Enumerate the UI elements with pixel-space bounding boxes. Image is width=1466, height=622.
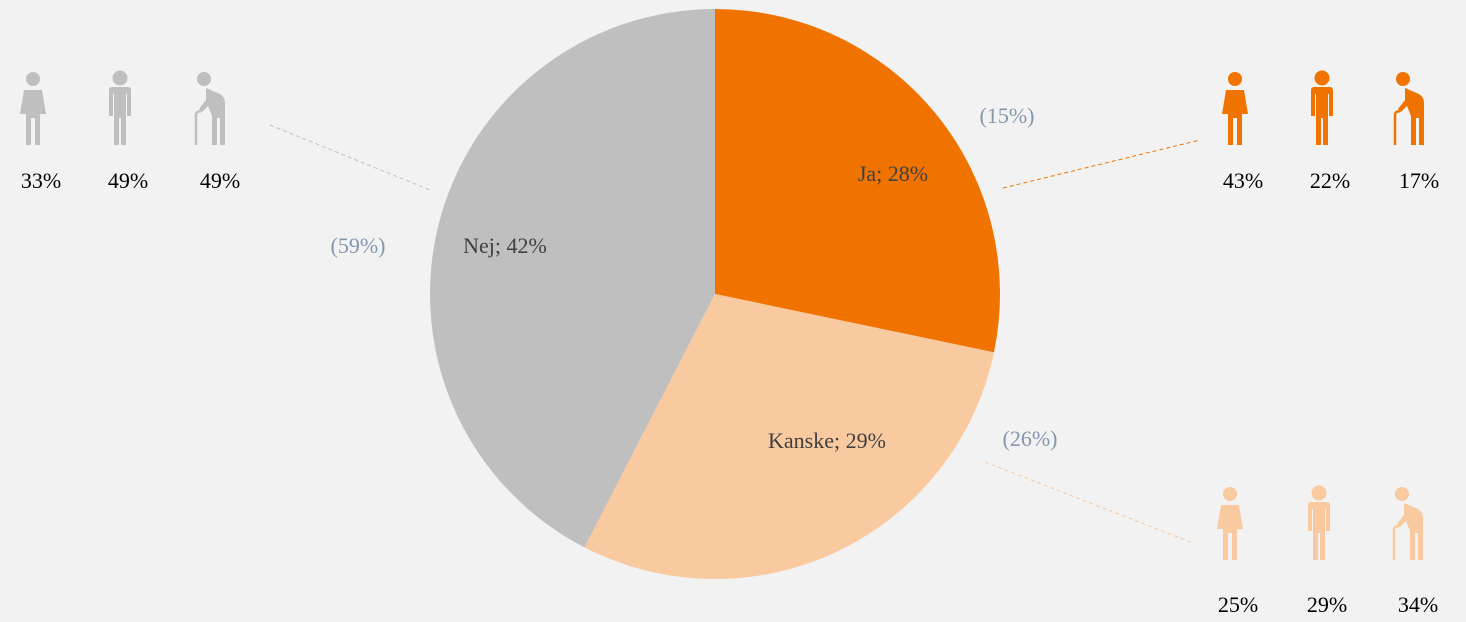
person-icon — [1393, 70, 1426, 145]
comparison-label: (59%) — [331, 233, 386, 258]
breakdown-label: 34% — [1398, 592, 1438, 617]
comparison-label: (15%) — [980, 103, 1035, 128]
breakdown-label: 29% — [1307, 592, 1347, 617]
pie-slice — [715, 9, 1000, 353]
person-icon — [1222, 72, 1248, 145]
breakdown-label: 49% — [200, 168, 240, 193]
leader-line — [1002, 139, 1201, 189]
person-icon — [1308, 485, 1330, 560]
slice-label: Nej; 42% — [463, 233, 547, 258]
person-icon — [1311, 70, 1333, 145]
pie-slice — [584, 294, 994, 579]
person-icon — [1217, 487, 1243, 560]
person-icon — [109, 70, 131, 145]
breakdown-label: 17% — [1399, 168, 1439, 193]
slice-label: Kanske; 29% — [768, 428, 886, 453]
comparison-label: (26%) — [1003, 426, 1058, 451]
breakdown-label: 43% — [1223, 168, 1263, 193]
leader-line — [269, 124, 431, 191]
leader-line — [984, 461, 1194, 544]
breakdown-label: 22% — [1310, 168, 1350, 193]
person-icon — [20, 72, 46, 145]
slice-label: Ja; 28% — [858, 161, 928, 186]
pie-slice — [430, 9, 715, 548]
breakdown-label: 25% — [1218, 592, 1258, 617]
person-icon — [194, 70, 227, 145]
breakdown-label: 49% — [108, 168, 148, 193]
breakdown-label: 33% — [21, 168, 61, 193]
person-icon — [1392, 485, 1425, 560]
